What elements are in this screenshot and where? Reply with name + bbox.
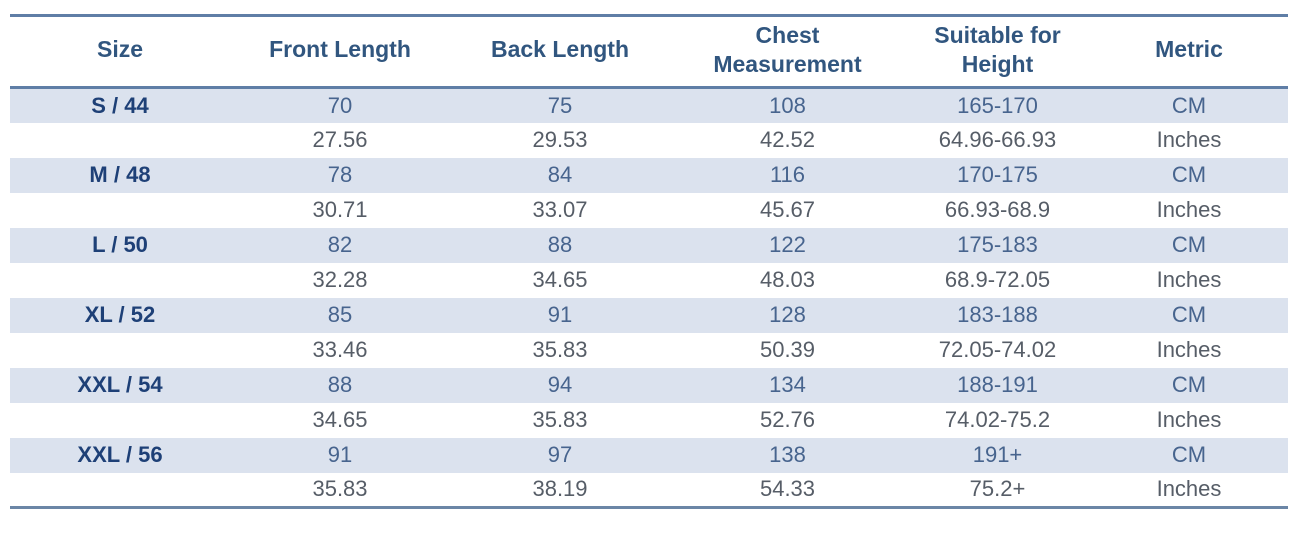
table-row: 35.83 38.19 54.33 75.2+ Inches: [10, 472, 1288, 508]
back-length-cell: 35.83: [532, 407, 588, 432]
table-row: M / 48 78 84 116 170-175 CM: [10, 157, 1288, 193]
suitable-height-cell: 74.02-75.2: [944, 407, 1051, 432]
table-row: XL / 52 85 91 128 183-188 CM: [10, 297, 1288, 333]
chest-measurement-cell: 54.33: [759, 476, 816, 502]
suitable-height-cell: 66.93-68.9: [944, 197, 1051, 222]
table-row: L / 50 82 88 122 175-183 CM: [10, 227, 1288, 263]
front-length-cell: 78: [327, 162, 353, 187]
column-header-back-length: Back Length: [450, 15, 670, 89]
metric-cell: CM: [1171, 372, 1207, 397]
column-header-metric: Metric: [1090, 15, 1288, 89]
front-length-cell: 30.71: [312, 197, 368, 222]
table-row: S / 44 70 75 108 165-170 CM: [10, 87, 1288, 123]
metric-cell: Inches: [1156, 127, 1222, 152]
front-length-cell: 88: [327, 372, 353, 397]
size-cell: XXL / 56: [77, 442, 163, 467]
table-row: XXL / 54 88 94 134 188-191 CM: [10, 367, 1288, 403]
front-length-cell: 85: [327, 302, 353, 327]
column-header-suitable-for-height: Suitable for Height: [905, 15, 1090, 89]
size-cell: XL / 52: [84, 302, 156, 327]
metric-cell: Inches: [1156, 476, 1222, 502]
back-length-cell: 35.83: [532, 337, 588, 362]
metric-cell: CM: [1171, 92, 1207, 118]
chest-measurement-cell: 45.67: [759, 197, 816, 222]
chest-measurement-cell: 128: [769, 302, 806, 327]
chest-measurement-cell: 52.76: [759, 407, 816, 432]
front-length-cell: 32.28: [312, 267, 368, 292]
back-length-cell: 94: [547, 372, 573, 397]
back-length-cell: 88: [547, 232, 573, 257]
back-length-cell: 97: [547, 442, 573, 467]
suitable-height-cell: 64.96-66.93: [938, 127, 1057, 152]
size-cell: M / 48: [89, 162, 151, 187]
metric-cell: Inches: [1156, 407, 1222, 432]
metric-cell: CM: [1171, 162, 1207, 187]
chest-measurement-cell: 108: [769, 92, 806, 118]
size-chart-table: Size Front Length Back Length Chest Meas…: [10, 14, 1288, 509]
suitable-height-cell: 165-170: [957, 92, 1038, 118]
back-length-cell: 33.07: [532, 197, 588, 222]
metric-cell: CM: [1171, 302, 1207, 327]
front-length-cell: 33.46: [312, 337, 368, 362]
chest-measurement-cell: 42.52: [759, 127, 816, 152]
back-length-cell: 29.53: [532, 127, 588, 152]
table-row: 27.56 29.53 42.52 64.96-66.93 Inches: [10, 122, 1288, 158]
suitable-height-cell: 68.9-72.05: [944, 267, 1051, 292]
chest-measurement-cell: 116: [769, 162, 806, 187]
chest-measurement-cell: 138: [769, 442, 806, 467]
metric-cell: Inches: [1156, 197, 1222, 222]
size-cell: S / 44: [91, 92, 149, 118]
metric-cell: Inches: [1156, 337, 1222, 362]
suitable-height-cell: 175-183: [957, 232, 1038, 257]
suitable-height-cell: 72.05-74.02: [938, 337, 1057, 362]
metric-cell: Inches: [1156, 267, 1222, 292]
size-chart-page: Size Front Length Back Length Chest Meas…: [0, 14, 1296, 533]
header-row: Size Front Length Back Length Chest Meas…: [10, 15, 1288, 89]
metric-cell: CM: [1171, 442, 1207, 467]
table-row: 30.71 33.07 45.67 66.93-68.9 Inches: [10, 192, 1288, 228]
column-header-size: Size: [10, 15, 230, 89]
back-length-cell: 34.65: [532, 267, 588, 292]
front-length-cell: 34.65: [312, 407, 368, 432]
size-cell: [10, 403, 230, 438]
size-cell: [10, 263, 230, 298]
back-length-cell: 75: [547, 92, 573, 118]
suitable-height-cell: 170-175: [957, 162, 1038, 187]
back-length-cell: 84: [547, 162, 573, 187]
size-cell: [10, 473, 230, 508]
metric-cell: CM: [1171, 232, 1207, 257]
suitable-height-cell: 183-188: [957, 302, 1038, 327]
back-length-cell: 91: [547, 302, 573, 327]
back-length-cell: 38.19: [532, 476, 588, 502]
front-length-cell: 82: [327, 232, 353, 257]
front-length-cell: 35.83: [312, 476, 368, 502]
size-cell: [10, 193, 230, 228]
column-header-chest-measurement: Chest Measurement: [670, 15, 905, 89]
size-cell: [10, 333, 230, 368]
chest-measurement-cell: 50.39: [759, 337, 816, 362]
table-row: 34.65 35.83 52.76 74.02-75.2 Inches: [10, 402, 1288, 438]
chest-measurement-cell: 134: [769, 372, 806, 397]
front-length-cell: 27.56: [312, 127, 368, 152]
table-row: 32.28 34.65 48.03 68.9-72.05 Inches: [10, 262, 1288, 298]
size-table-body: S / 44 70 75 108 165-170 CM 27.56 29.53 …: [10, 87, 1288, 508]
chest-measurement-cell: 122: [769, 232, 806, 257]
front-length-cell: 91: [327, 442, 353, 467]
table-header: Size Front Length Back Length Chest Meas…: [10, 15, 1288, 89]
front-length-cell: 70: [327, 92, 353, 118]
chest-measurement-cell: 48.03: [759, 267, 816, 292]
table-row: XXL / 56 91 97 138 191+ CM: [10, 437, 1288, 473]
table-row: 33.46 35.83 50.39 72.05-74.02 Inches: [10, 332, 1288, 368]
suitable-height-cell: 191+: [972, 442, 1023, 467]
size-cell: L / 50: [92, 232, 148, 257]
suitable-height-cell: 75.2+: [969, 476, 1026, 502]
size-cell: [10, 123, 230, 158]
suitable-height-cell: 188-191: [957, 372, 1038, 397]
size-cell: XXL / 54: [77, 372, 163, 397]
column-header-front-length: Front Length: [230, 15, 450, 89]
